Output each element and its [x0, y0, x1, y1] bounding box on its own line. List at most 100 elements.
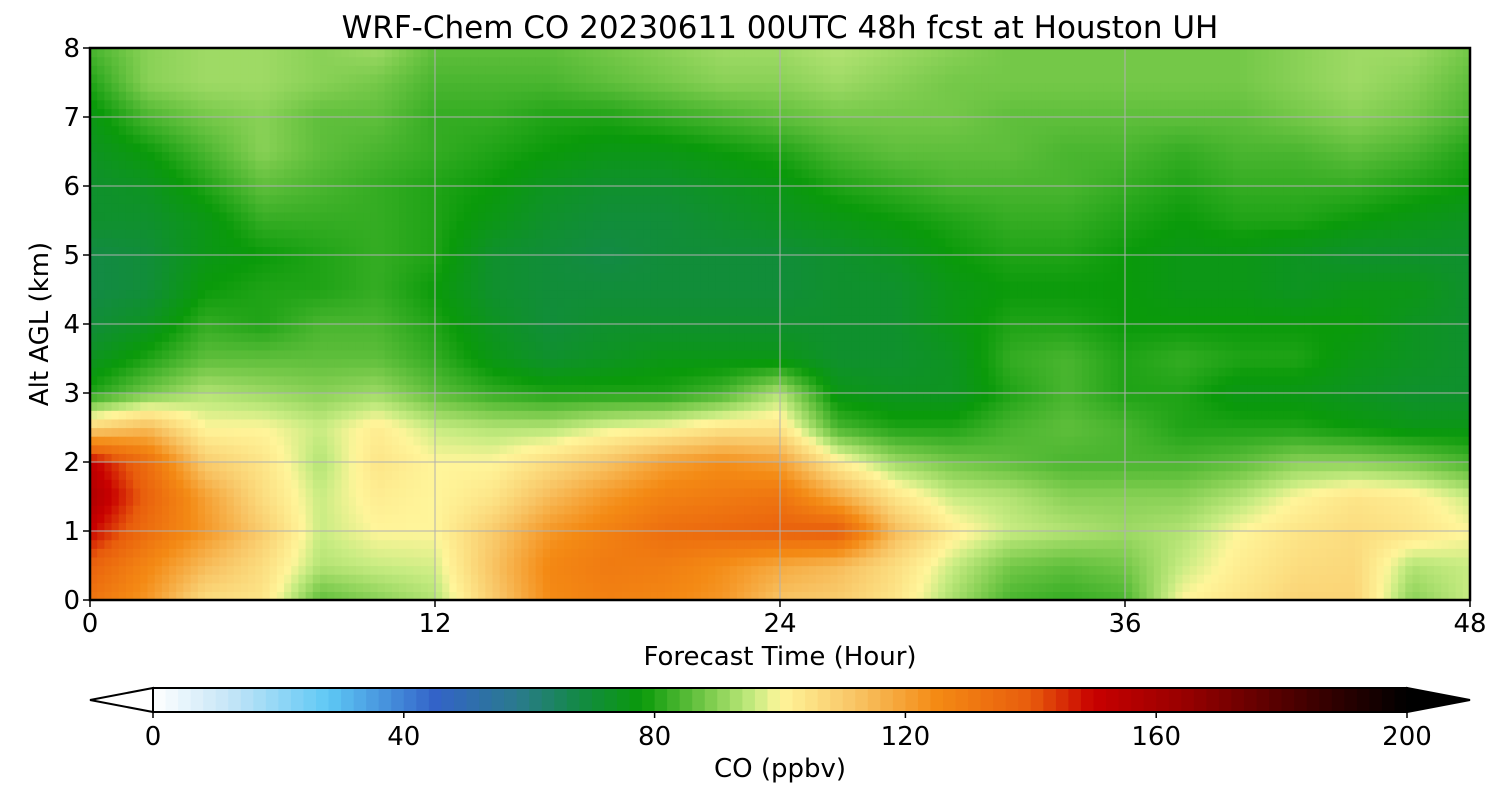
heatmap-cell: [370, 151, 379, 161]
heatmap-cell: [312, 393, 321, 403]
heatmap-cell: [391, 142, 400, 153]
heatmap-cell: [578, 246, 587, 256]
heatmap-cell: [492, 186, 501, 196]
heatmap-cell: [535, 99, 544, 109]
heatmap-cell: [133, 367, 141, 377]
heatmap-cell: [140, 194, 149, 204]
heatmap-cell: [636, 384, 645, 394]
heatmap-cell: [593, 237, 601, 247]
heatmap-cell: [276, 410, 285, 420]
heatmap-cell: [427, 418, 436, 429]
heatmap-cell: [190, 91, 199, 101]
heatmap-cell: [125, 375, 134, 385]
heatmap-cell: [291, 99, 300, 109]
heatmap-cell: [240, 315, 249, 325]
heatmap-cell: [521, 479, 530, 489]
heatmap-cell: [506, 384, 515, 394]
heatmap-cell: [485, 168, 494, 178]
heatmap-cell: [334, 289, 343, 299]
heatmap-cell: [140, 548, 149, 558]
heatmap-cell: [377, 298, 386, 308]
heatmap-cell: [449, 462, 458, 472]
heatmap-cell: [406, 548, 415, 558]
heatmap-cell: [118, 574, 127, 584]
heatmap-cell: [535, 255, 544, 265]
heatmap-cell: [377, 479, 386, 489]
heatmap-cell: [621, 91, 630, 101]
heatmap-cell: [564, 582, 573, 592]
heatmap-cell: [607, 332, 616, 342]
heatmap-cell: [240, 48, 249, 58]
heatmap-cell: [435, 427, 443, 437]
heatmap-cell: [528, 522, 537, 532]
heatmap-cell: [463, 556, 472, 567]
heatmap-cell: [327, 548, 335, 558]
heatmap-cell: [499, 263, 508, 273]
heatmap-cell: [528, 574, 537, 584]
heatmap-cell: [240, 341, 249, 351]
heatmap-cell: [255, 246, 264, 256]
heatmap-cell: [291, 211, 300, 222]
heatmap-cell: [197, 142, 206, 153]
heatmap-cell: [542, 306, 551, 316]
heatmap-cell: [456, 48, 465, 58]
heatmap-cell: [212, 436, 220, 446]
heatmap-cell: [585, 151, 594, 161]
heatmap-cell: [384, 324, 393, 334]
heatmap-cell: [629, 82, 637, 92]
heatmap-cell: [643, 117, 652, 127]
heatmap-cell: [205, 522, 213, 532]
heatmap-cell: [190, 203, 199, 213]
heatmap-cell: [140, 117, 149, 127]
heatmap-cell: [312, 237, 321, 247]
heatmap-cell: [528, 418, 537, 429]
heatmap-cell: [291, 574, 300, 584]
heatmap-cell: [499, 470, 508, 480]
heatmap-cell: [140, 298, 149, 308]
heatmap-cell: [643, 160, 652, 170]
heatmap-cell: [614, 246, 623, 256]
heatmap-cell: [585, 134, 594, 144]
heatmap-cell: [463, 341, 472, 351]
heatmap-cell: [528, 453, 537, 463]
heatmap-cell: [161, 65, 170, 75]
heatmap-cell: [320, 324, 328, 334]
heatmap-cell: [535, 556, 544, 567]
heatmap-cell: [607, 479, 616, 489]
heatmap-cell: [190, 591, 199, 600]
heatmap-cell: [470, 108, 479, 118]
heatmap-cell: [629, 211, 637, 222]
heatmap-cell: [197, 246, 206, 256]
heatmap-cell: [219, 384, 228, 394]
heatmap-cell: [600, 574, 609, 584]
heatmap-cell: [298, 306, 307, 316]
heatmap-cell: [514, 220, 522, 230]
heatmap-cell: [197, 186, 206, 196]
heatmap-cell: [463, 591, 472, 600]
heatmap-cell: [593, 591, 601, 600]
heatmap-cell: [291, 272, 300, 282]
heatmap-cell: [535, 341, 544, 351]
heatmap-cell: [161, 513, 170, 523]
heatmap-cell: [341, 505, 350, 515]
heatmap-cell: [384, 453, 393, 463]
heatmap-cell: [406, 229, 415, 239]
heatmap-cell: [470, 48, 479, 58]
heatmap-cell: [550, 556, 558, 567]
heatmap-cell: [276, 91, 285, 101]
heatmap-cell: [90, 574, 98, 584]
heatmap-cell: [305, 186, 314, 196]
heatmap-cell: [614, 142, 623, 153]
heatmap-cell: [557, 160, 565, 170]
heatmap-cell: [514, 194, 522, 204]
heatmap-cell: [219, 367, 228, 377]
heatmap-cell: [140, 556, 149, 567]
heatmap-cell: [413, 160, 422, 170]
heatmap-cell: [226, 263, 235, 273]
heatmap-cell: [176, 531, 185, 541]
heatmap-cell: [240, 522, 249, 532]
heatmap-cell: [90, 82, 98, 92]
heatmap-cell: [111, 384, 120, 394]
heatmap-cell: [399, 229, 407, 239]
heatmap-cell: [341, 151, 350, 161]
